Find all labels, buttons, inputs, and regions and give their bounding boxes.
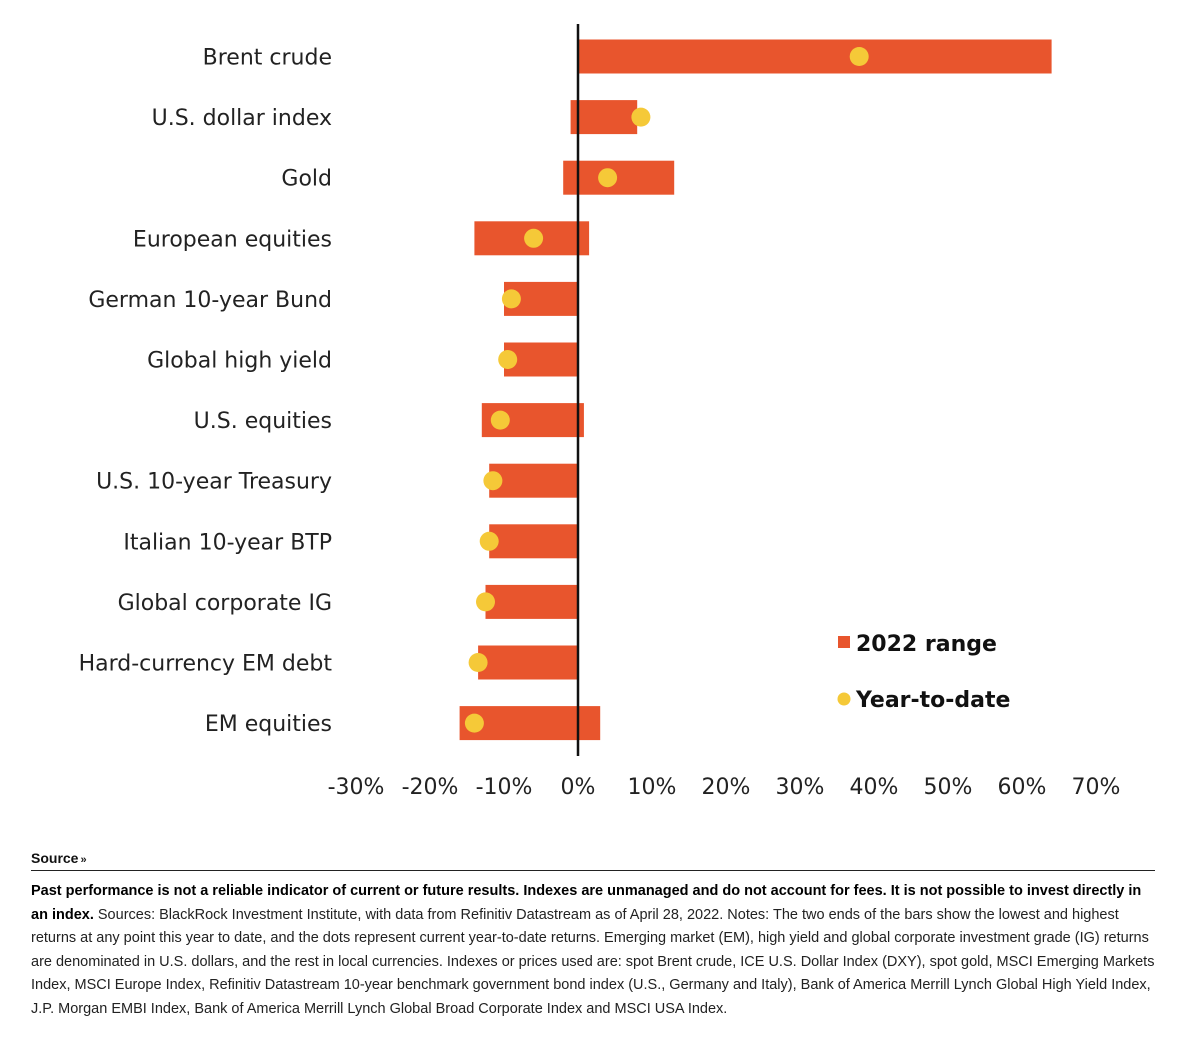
ytd-dot xyxy=(524,228,544,248)
x-tick-label: -10% xyxy=(476,775,533,800)
ytd-dot xyxy=(490,410,510,430)
range-bar xyxy=(489,524,578,559)
legend-label-range: 2022 range xyxy=(856,632,997,657)
category-label: Brent crude xyxy=(203,46,332,71)
x-tick-label: 60% xyxy=(998,775,1047,800)
ytd-dot xyxy=(849,47,869,66)
category-label: Global high yield xyxy=(147,349,332,374)
range-bar xyxy=(570,100,638,135)
x-tick-label: -30% xyxy=(328,775,385,800)
chart-svg: Brent crude U.S. dollar index Gold European… xyxy=(79,24,1121,800)
ytd-dot xyxy=(468,653,488,672)
category-label: European equities xyxy=(133,227,332,252)
x-tick-label: -20% xyxy=(402,775,459,800)
category-label: Italian 10-year BTP xyxy=(123,530,332,555)
x-tick-label: 40% xyxy=(850,775,899,800)
sources-notes-text: Sources: BlackRock Investment Institute,… xyxy=(31,906,1155,1017)
chart-legend: 2022 range Year-to-date xyxy=(837,632,1010,713)
ytd-dot xyxy=(476,592,495,612)
category-label: U.S. dollar index xyxy=(152,106,332,131)
category-label: Hard-currency EM debt xyxy=(79,652,333,677)
category-label: German 10-year Bund xyxy=(88,288,332,313)
range-bar xyxy=(489,463,578,498)
range-bar xyxy=(485,584,578,619)
ytd-dot xyxy=(598,168,618,188)
category-label: U.S. equities xyxy=(194,409,332,434)
ytd-dot xyxy=(631,107,651,127)
x-tick-label: 70% xyxy=(1072,775,1121,800)
legend-swatch-ytd xyxy=(837,692,851,706)
ytd-dot xyxy=(483,471,503,491)
range-bar xyxy=(478,645,578,680)
ytd-dot xyxy=(498,350,518,369)
category-label: Global corporate IG xyxy=(118,591,332,616)
chart-notes: Past performance is not a reliable indic… xyxy=(31,880,1155,1021)
ytd-dot xyxy=(501,289,521,309)
category-label: EM equities xyxy=(205,712,332,737)
x-tick-label: 10% xyxy=(628,775,677,800)
category-label: Gold xyxy=(281,167,332,192)
ytd-dot xyxy=(464,713,484,733)
chevron-down-icon[interactable]: » xyxy=(80,854,87,866)
source-toggle-row[interactable]: Source» xyxy=(31,850,1155,871)
x-tick-label: 50% xyxy=(924,775,973,800)
source-toggle[interactable]: Source xyxy=(31,850,79,866)
x-tick-label: 0% xyxy=(561,775,596,800)
x-tick-label: 30% xyxy=(776,775,825,800)
x-tick-label: 20% xyxy=(702,775,751,800)
range-chart: Brent crude U.S. dollar index Gold European… xyxy=(79,24,1121,800)
disclaimer-text: Past performance is not a reliable indic… xyxy=(31,883,1142,923)
range-bar xyxy=(563,160,675,195)
ytd-dot xyxy=(479,531,499,551)
range-bar xyxy=(578,39,1052,74)
legend-swatch-range xyxy=(838,636,850,648)
legend-label-ytd: Year-to-date xyxy=(855,688,1010,713)
category-label: U.S. 10-year Treasury xyxy=(96,470,332,495)
